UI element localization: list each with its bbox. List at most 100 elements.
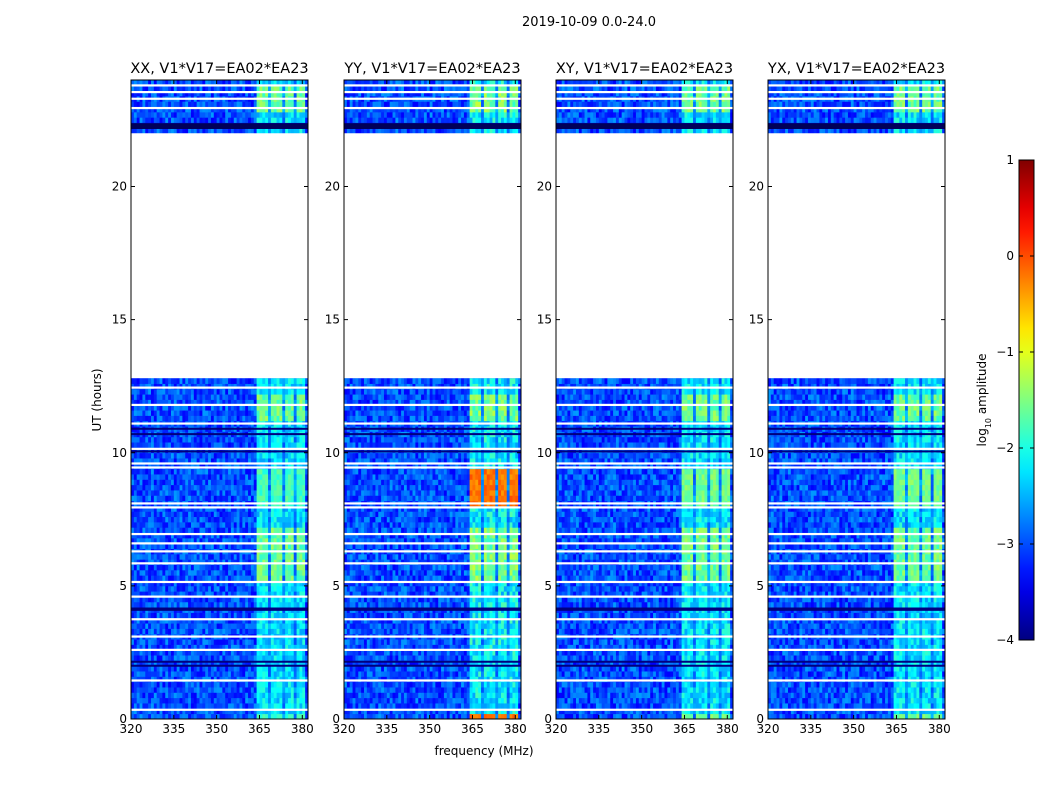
cell: [165, 410, 169, 416]
cell: [165, 543, 169, 549]
cell: [162, 681, 166, 688]
cell: [190, 111, 195, 118]
cell: [182, 580, 186, 587]
cell: [156, 415, 160, 422]
cell: [253, 388, 258, 395]
cell: [162, 521, 166, 528]
cell: [366, 697, 371, 704]
cell: [202, 585, 206, 592]
cell: [185, 708, 189, 715]
cell: [199, 703, 203, 709]
cell: [142, 703, 146, 709]
cell: [293, 697, 297, 704]
cell: [248, 516, 252, 523]
cell: [162, 527, 166, 534]
cell: [176, 687, 180, 693]
cell: [293, 553, 297, 560]
cell: [179, 106, 183, 113]
cell: [259, 575, 263, 581]
cell: [188, 655, 192, 661]
cell: [290, 399, 295, 406]
cell: [159, 474, 163, 480]
cell: [182, 442, 186, 448]
cell: [230, 601, 235, 608]
cell: [148, 447, 152, 454]
cell: [265, 394, 269, 400]
cell: [168, 676, 172, 683]
cell: [173, 708, 178, 715]
cell: [250, 410, 255, 416]
cell: [219, 415, 223, 422]
cell: [210, 708, 215, 715]
cell: [193, 111, 198, 118]
cell: [282, 617, 286, 624]
cell: [196, 468, 200, 475]
cell: [386, 703, 391, 709]
cell: [196, 106, 200, 113]
cell: [131, 490, 135, 496]
cell: [268, 543, 272, 549]
cell: [305, 697, 308, 704]
cell: [242, 628, 246, 635]
cell: [170, 511, 175, 518]
cell: [168, 649, 172, 656]
cell: [168, 479, 172, 486]
cell: [156, 537, 160, 544]
cell: [472, 713, 476, 719]
cell: [225, 410, 229, 416]
cell: [259, 644, 263, 651]
cell: [150, 111, 155, 118]
cell: [265, 564, 269, 571]
cell: [222, 378, 226, 384]
cell: [196, 575, 200, 581]
cell: [145, 676, 149, 683]
cell: [145, 660, 149, 667]
cell: [435, 713, 439, 719]
cell: [131, 442, 135, 448]
cell: [299, 537, 303, 544]
cell: [210, 697, 215, 704]
cell: [253, 442, 258, 448]
cell: [170, 436, 175, 443]
cell: [139, 617, 143, 624]
cell: [153, 692, 158, 699]
cell: [205, 80, 209, 86]
cell: [168, 596, 172, 603]
cell: [270, 639, 275, 645]
cell: [268, 591, 272, 597]
cell: [225, 655, 229, 661]
cell: [276, 378, 280, 384]
cell: [288, 676, 292, 683]
cell: [131, 553, 135, 560]
cell: [282, 442, 286, 448]
cell: [239, 80, 243, 86]
cell: [162, 713, 166, 719]
cell: [202, 665, 206, 672]
cell: [170, 681, 175, 688]
cell: [423, 697, 428, 704]
cell: [230, 474, 235, 480]
cell: [248, 639, 252, 645]
cell: [150, 127, 155, 134]
cell: [165, 591, 169, 597]
cell: [253, 639, 258, 645]
cell: [185, 687, 189, 693]
cell: [279, 564, 283, 571]
cell: [205, 490, 209, 496]
cell: [262, 458, 266, 464]
cell: [495, 703, 499, 709]
cell: [279, 511, 283, 518]
cell: [199, 85, 203, 92]
cell: [148, 564, 152, 571]
cell: [288, 516, 292, 523]
cell: [245, 447, 249, 454]
cell: [245, 692, 249, 699]
cell: [156, 474, 160, 480]
cell: [296, 458, 300, 464]
cell: [219, 617, 223, 624]
cell: [170, 697, 175, 704]
cell: [262, 463, 266, 470]
cell: [176, 516, 180, 523]
cell: [145, 649, 149, 656]
cell: [288, 378, 292, 384]
